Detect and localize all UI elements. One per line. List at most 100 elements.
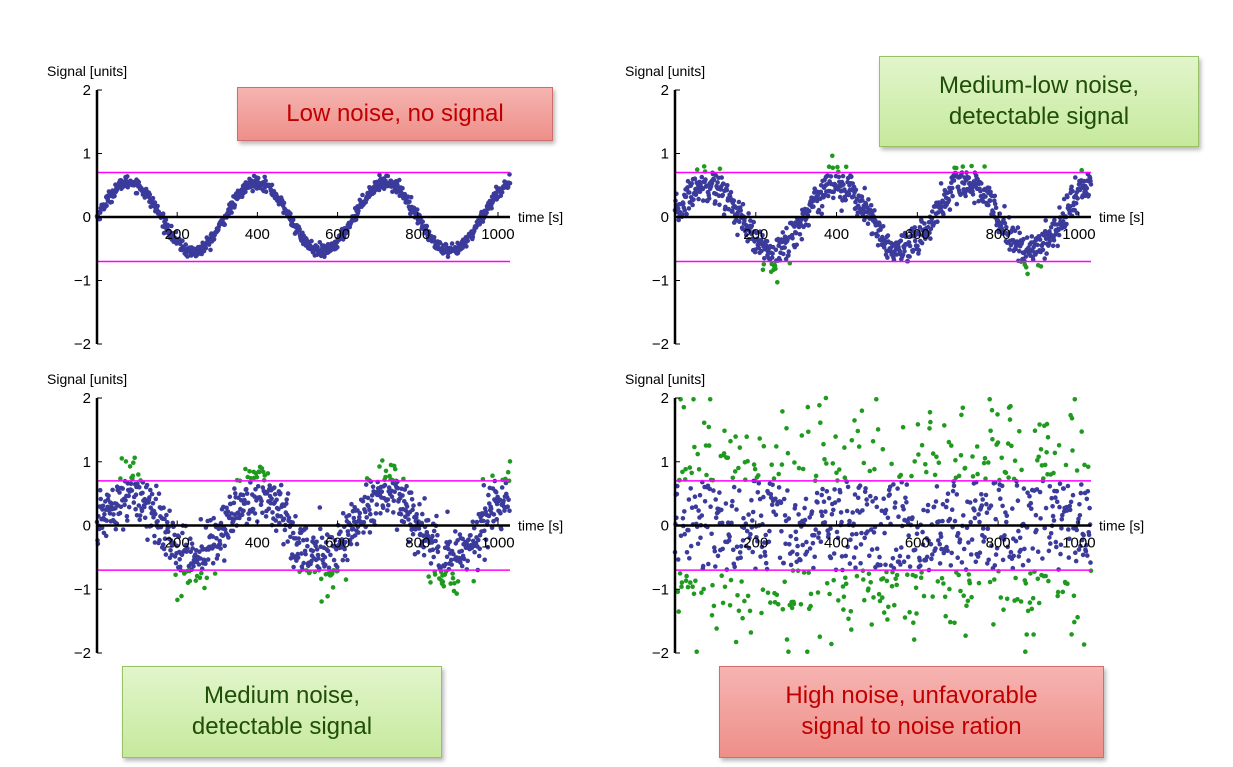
scatter-point [1008,242,1014,248]
scatter-point [1000,557,1006,563]
scatter-point [1030,546,1035,551]
scatter-point-outside [450,571,455,576]
scatter-point [311,535,316,540]
scatter-point [497,497,503,503]
scatter-point [930,209,935,214]
scatter-point [149,491,155,497]
scatter-point [361,520,367,525]
scatter-point [284,501,289,506]
scatter-point [118,504,124,510]
scatter-point [229,210,234,215]
scatter-point [969,537,975,542]
scatter-point-outside [730,475,736,481]
scatter-point [920,542,926,547]
scatter-point-outside [975,471,980,477]
scatter-point [465,558,471,564]
scatter-point-outside [837,467,842,472]
scatter-point [738,555,743,560]
scatter-point [841,182,846,187]
scatter-point [691,197,696,202]
scatter-point-outside [843,164,849,170]
scatter-point [133,492,139,498]
scatter-point-outside [916,452,921,457]
scatter-point [110,487,115,493]
scatter-point [331,557,337,563]
scatter-point [407,199,412,205]
scatter-point [222,527,228,532]
scatter-point [970,192,976,197]
scatter-point [746,211,751,216]
scatter-point [822,520,828,525]
scatter-point [797,232,803,237]
scatter-point [183,242,188,247]
scatter-point [859,194,865,199]
scatter-point [762,255,767,261]
scatter-point-outside [843,581,849,587]
scatter-point-outside [706,424,712,430]
scatter-point [968,519,973,525]
scatter-point [465,542,470,547]
scatter-point [1018,547,1023,553]
scatter-point [903,495,908,501]
scatter-point-outside [683,578,689,583]
scatter-point-outside [118,476,123,481]
scatter-point-outside [969,594,974,600]
scatter-point-outside [1069,415,1075,421]
scatter-point [220,533,226,538]
scatter-point-outside [717,166,723,172]
scatter-point-outside [740,615,745,621]
scatter-point-outside [869,622,874,627]
scatter-point [428,561,434,566]
scatter-point [310,548,316,554]
scatter-point [1029,234,1035,239]
scatter-point [1007,247,1012,252]
scatter-point-outside [377,464,382,469]
scatter-point [406,539,412,545]
scatter-point [723,204,728,210]
scatter-point-outside [1036,600,1042,606]
scatter-point [215,553,221,558]
scatter-point [949,550,954,556]
scatter-point [1054,544,1059,550]
scatter-point [906,240,912,245]
scatter-point-outside [1052,450,1058,456]
scatter-point-outside [921,593,927,599]
scatter-point [750,549,755,555]
scatter-point [217,541,223,547]
y-tick-label: −1 [74,581,91,598]
y-tick-label: −1 [74,273,91,290]
scatter-point [329,535,335,540]
scatter-point-outside [760,587,766,592]
scatter-point [880,224,886,229]
scatter-point [367,507,372,513]
scatter-point-outside [505,469,511,475]
scatter-point-outside [915,422,921,427]
scatter-point [764,239,770,244]
scatter-point-outside [450,575,456,581]
scatter-point [804,549,810,555]
scatter-point-outside [392,466,398,472]
scatter-point-outside [720,600,726,606]
scatter-point [931,504,937,510]
scatter-point [837,194,843,200]
scatter-point [1060,219,1066,224]
y-axis-label: Signal [units] [625,63,705,79]
callout-high-noise: High noise, unfavorable signal to noise … [719,666,1104,758]
scatter-point [1059,526,1064,531]
scatter-point-outside [934,454,939,460]
scatter-point [191,564,196,569]
scatter-point-outside [946,439,952,445]
scatter-point [1040,247,1046,253]
scatter-point [985,561,990,566]
scatter-point [954,492,960,497]
scatter-point [870,231,875,236]
scatter-point-outside [681,404,687,410]
scatter-point [853,565,858,570]
scatter-point [177,557,182,562]
scatter-point-outside [1063,462,1069,468]
scatter-point [732,564,737,570]
scatter-point [282,527,288,533]
scatter-point-outside [471,578,477,584]
scatter-point-outside [856,444,862,449]
scatter-point-outside [383,468,389,474]
